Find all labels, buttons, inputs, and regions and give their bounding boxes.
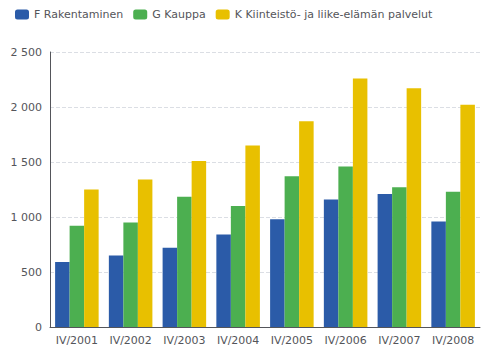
svg-text:500: 500 <box>21 266 42 279</box>
svg-text:IV/2007: IV/2007 <box>378 334 420 347</box>
svg-text:IV/2002: IV/2002 <box>109 334 151 347</box>
svg-text:IV/2006: IV/2006 <box>324 334 366 347</box>
svg-text:IV/2001: IV/2001 <box>56 334 98 347</box>
svg-text:G Kauppa: G Kauppa <box>152 8 205 21</box>
svg-text:IV/2008: IV/2008 <box>432 334 474 347</box>
svg-text:IV/2003: IV/2003 <box>163 334 205 347</box>
svg-text:0: 0 <box>35 321 42 334</box>
svg-text:IV/2005: IV/2005 <box>271 334 313 347</box>
svg-text:1 500: 1 500 <box>11 156 43 169</box>
svg-text:K Kiinteistö- ja liike-elämän: K Kiinteistö- ja liike-elämän palvelut <box>235 8 433 21</box>
svg-text:2 000: 2 000 <box>11 101 43 114</box>
svg-text:IV/2004: IV/2004 <box>217 334 259 347</box>
svg-text:1 000: 1 000 <box>11 211 43 224</box>
svg-text:F Rakentaminen: F Rakentaminen <box>34 8 123 21</box>
svg-text:2 500: 2 500 <box>11 46 43 59</box>
